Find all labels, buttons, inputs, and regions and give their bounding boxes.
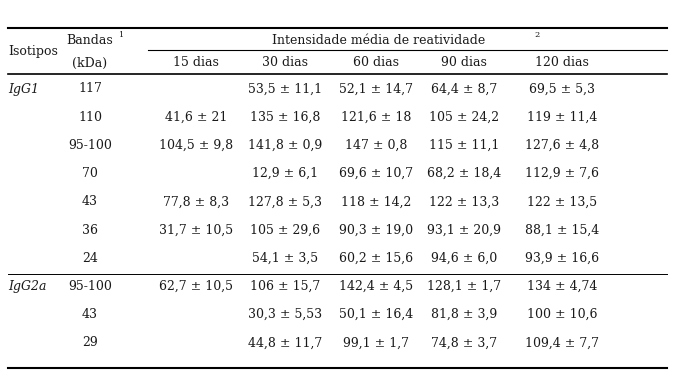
Text: 60 dias: 60 dias <box>353 57 399 69</box>
Text: 64,4 ± 8,7: 64,4 ± 8,7 <box>431 83 497 95</box>
Text: 43: 43 <box>82 308 98 321</box>
Text: 119 ± 11,4: 119 ± 11,4 <box>526 111 597 124</box>
Text: 68,2 ± 18,4: 68,2 ± 18,4 <box>427 167 501 180</box>
Text: 69,6 ± 10,7: 69,6 ± 10,7 <box>339 167 413 180</box>
Text: IgG1: IgG1 <box>8 83 39 95</box>
Text: 90,3 ± 19,0: 90,3 ± 19,0 <box>339 224 413 236</box>
Text: 77,8 ± 8,3: 77,8 ± 8,3 <box>163 195 229 208</box>
Text: 100 ± 10,6: 100 ± 10,6 <box>526 308 597 321</box>
Text: IgG2a: IgG2a <box>8 280 47 293</box>
Text: 128,1 ± 1,7: 128,1 ± 1,7 <box>427 280 501 293</box>
Text: Intensidade média de reatividade: Intensidade média de reatividade <box>273 34 485 46</box>
Text: 93,1 ± 20,9: 93,1 ± 20,9 <box>427 224 501 236</box>
Text: 29: 29 <box>82 336 98 349</box>
Text: 62,7 ± 10,5: 62,7 ± 10,5 <box>159 280 233 293</box>
Text: 141,8 ± 0,9: 141,8 ± 0,9 <box>248 139 322 152</box>
Text: 109,4 ± 7,7: 109,4 ± 7,7 <box>525 336 599 349</box>
Text: 88,1 ± 15,4: 88,1 ± 15,4 <box>525 224 599 236</box>
Text: 54,1 ± 3,5: 54,1 ± 3,5 <box>252 252 318 265</box>
Text: 135 ± 16,8: 135 ± 16,8 <box>250 111 320 124</box>
Text: 81,8 ± 3,9: 81,8 ± 3,9 <box>431 308 497 321</box>
Text: 105 ± 29,6: 105 ± 29,6 <box>250 224 320 236</box>
Text: 120 dias: 120 dias <box>535 57 589 69</box>
Text: 106 ± 15,7: 106 ± 15,7 <box>250 280 320 293</box>
Text: 117: 117 <box>78 83 102 95</box>
Text: 142,4 ± 4,5: 142,4 ± 4,5 <box>339 280 413 293</box>
Text: 50,1 ± 16,4: 50,1 ± 16,4 <box>339 308 413 321</box>
Text: 127,6 ± 4,8: 127,6 ± 4,8 <box>525 139 599 152</box>
Text: 74,8 ± 3,7: 74,8 ± 3,7 <box>431 336 497 349</box>
Text: 105 ± 24,2: 105 ± 24,2 <box>429 111 499 124</box>
Text: 60,2 ± 15,6: 60,2 ± 15,6 <box>339 252 413 265</box>
Text: 122 ± 13,5: 122 ± 13,5 <box>527 195 597 208</box>
Text: 104,5 ± 9,8: 104,5 ± 9,8 <box>159 139 233 152</box>
Text: 15 dias: 15 dias <box>173 57 219 69</box>
Text: 121,6 ± 18: 121,6 ± 18 <box>341 111 411 124</box>
Text: 95-100: 95-100 <box>68 139 112 152</box>
Text: 94,6 ± 6,0: 94,6 ± 6,0 <box>431 252 497 265</box>
Text: 41,6 ± 21: 41,6 ± 21 <box>165 111 227 124</box>
Text: Bandas: Bandas <box>67 34 113 46</box>
Text: 110: 110 <box>78 111 102 124</box>
Text: 53,5 ± 11,1: 53,5 ± 11,1 <box>248 83 322 95</box>
Text: 134 ± 4,74: 134 ± 4,74 <box>526 280 597 293</box>
Text: 30 dias: 30 dias <box>262 57 308 69</box>
Text: 90 dias: 90 dias <box>441 57 487 69</box>
Text: 122 ± 13,3: 122 ± 13,3 <box>429 195 499 208</box>
Text: 112,9 ± 7,6: 112,9 ± 7,6 <box>525 167 599 180</box>
Text: 69,5 ± 5,3: 69,5 ± 5,3 <box>529 83 595 95</box>
Text: 99,1 ± 1,7: 99,1 ± 1,7 <box>343 336 409 349</box>
Text: 95-100: 95-100 <box>68 280 112 293</box>
Text: 52,1 ± 14,7: 52,1 ± 14,7 <box>339 83 413 95</box>
Text: 43: 43 <box>82 195 98 208</box>
Text: 127,8 ± 5,3: 127,8 ± 5,3 <box>248 195 322 208</box>
Text: 147 ± 0,8: 147 ± 0,8 <box>345 139 407 152</box>
Text: (kDa): (kDa) <box>72 57 107 69</box>
Text: 1: 1 <box>118 31 123 39</box>
Text: Isotipos: Isotipos <box>8 44 58 58</box>
Text: 2: 2 <box>534 31 539 39</box>
Text: 36: 36 <box>82 224 98 236</box>
Text: 30,3 ± 5,53: 30,3 ± 5,53 <box>248 308 322 321</box>
Text: 70: 70 <box>82 167 98 180</box>
Text: 31,7 ± 10,5: 31,7 ± 10,5 <box>159 224 233 236</box>
Text: 44,8 ± 11,7: 44,8 ± 11,7 <box>248 336 322 349</box>
Text: 118 ± 14,2: 118 ± 14,2 <box>341 195 411 208</box>
Text: 12,9 ± 6,1: 12,9 ± 6,1 <box>252 167 318 180</box>
Text: 24: 24 <box>82 252 98 265</box>
Text: 115 ± 11,1: 115 ± 11,1 <box>429 139 500 152</box>
Text: 93,9 ± 16,6: 93,9 ± 16,6 <box>525 252 599 265</box>
